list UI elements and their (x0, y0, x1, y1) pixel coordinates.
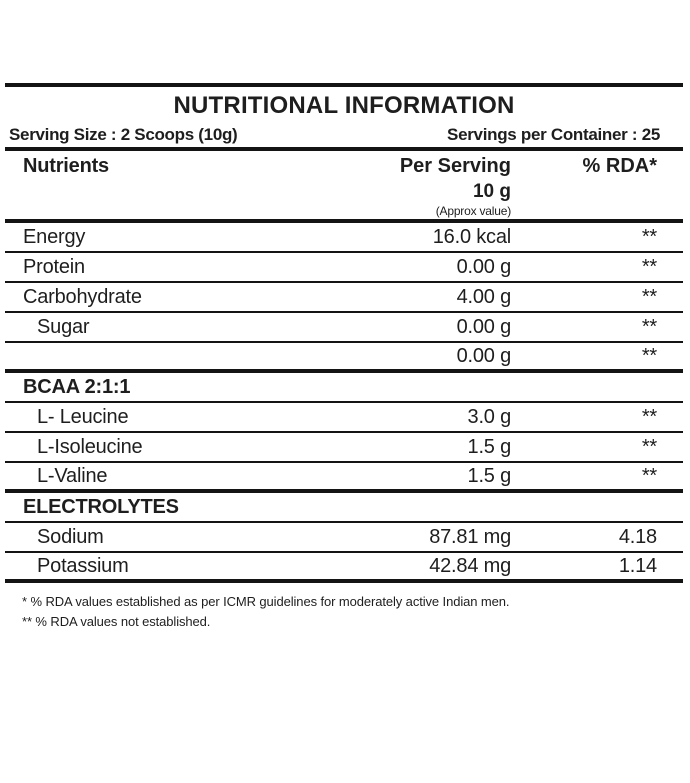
rda-value: ** (641, 345, 657, 367)
table-row: L-Valine 1.5 g ** (5, 463, 683, 493)
rda-value: ** (641, 316, 657, 338)
footnote-rda-not-established: ** % RDA values not established. (22, 614, 211, 629)
table-header-row: Nutrients Per Serving 10 g (Approx value… (5, 151, 683, 219)
nutrients-table-body: Energy 16.0 kcal ** Protein 0.00 g ** Ca… (5, 223, 683, 583)
nutrient-name: BCAA 2:1:1 (23, 376, 131, 398)
nutrient-name: L-Isoleucine (37, 436, 143, 458)
rda-value: 1.14 (618, 555, 657, 577)
table-row: BCAA 2:1:1 (5, 373, 683, 403)
table-row: Sodium 87.81 mg 4.18 (5, 523, 683, 553)
table-row: Sugar 0.00 g ** (5, 313, 683, 343)
table-row: ELECTROLYTES (5, 493, 683, 523)
nutrient-name: Sugar (37, 316, 90, 338)
nutrient-name: Protein (23, 256, 85, 278)
per-serving-value: 0.00 g (456, 345, 512, 367)
rda-value: ** (641, 226, 657, 248)
nutrient-name: Sodium (37, 526, 104, 548)
top-divider (5, 83, 683, 87)
table-row: Carbohydrate 4.00 g ** (5, 283, 683, 313)
per-serving-value: 0.00 g (456, 316, 512, 338)
table-row: Potassium 42.84 mg 1.14 (5, 553, 683, 583)
column-header-per-serving: Per Serving 10 g (Approx value) (361, 151, 511, 219)
column-header-nutrients: Nutrients (23, 155, 109, 177)
table-row: Energy 16.0 kcal ** (5, 223, 683, 253)
nutrient-name: Potassium (37, 555, 129, 577)
per-serving-value: 1.5 g (467, 436, 512, 458)
per-serving-value: 42.84 mg (429, 555, 511, 577)
nutrient-name: L-Valine (37, 465, 108, 487)
table-row: Protein 0.00 g ** (5, 253, 683, 283)
serving-size-label: Serving Size : 2 Scoops (10g) (9, 125, 238, 144)
rda-value: ** (641, 465, 657, 487)
serving-amount-label: 10 g (472, 181, 511, 202)
per-serving-value: 1.5 g (467, 465, 512, 487)
page-title: NUTRITIONAL INFORMATION (173, 92, 515, 119)
footnote-rda-established: * % RDA values established as per ICMR g… (22, 594, 510, 609)
rda-value: 4.18 (618, 526, 657, 548)
nutrient-name: Carbohydrate (23, 286, 142, 308)
per-serving-value: 87.81 mg (429, 526, 511, 548)
nutrient-name: Energy (23, 226, 86, 248)
table-row: L-Isoleucine 1.5 g ** (5, 433, 683, 463)
nutrient-name: L- Leucine (37, 406, 129, 428)
per-serving-value: 3.0 g (467, 406, 512, 428)
footnotes: * % RDA values established as per ICMR g… (5, 583, 683, 632)
rda-value: ** (641, 436, 657, 458)
rda-value: ** (641, 256, 657, 278)
table-row: 0.00 g ** (5, 343, 683, 373)
nutrient-name: ELECTROLYTES (23, 496, 179, 518)
nutrition-label: NUTRITIONAL INFORMATION Serving Size : 2… (5, 83, 683, 632)
rda-value: ** (641, 286, 657, 308)
header-bottom-divider (5, 219, 683, 223)
per-serving-value: 0.00 g (456, 256, 512, 278)
per-serving-value: 16.0 kcal (432, 226, 511, 248)
header-top-divider (5, 147, 683, 151)
serving-info-row: Serving Size : 2 Scoops (10g) Servings p… (5, 123, 683, 147)
servings-per-container-label: Servings per Container : 25 (447, 125, 660, 144)
table-row: L- Leucine 3.0 g ** (5, 403, 683, 433)
column-header-rda: % RDA* (582, 155, 657, 177)
rda-value: ** (641, 406, 657, 428)
per-serving-value: 4.00 g (456, 286, 512, 308)
per-serving-label: Per Serving (399, 155, 511, 177)
approx-value-note: (Approx value) (435, 204, 511, 218)
